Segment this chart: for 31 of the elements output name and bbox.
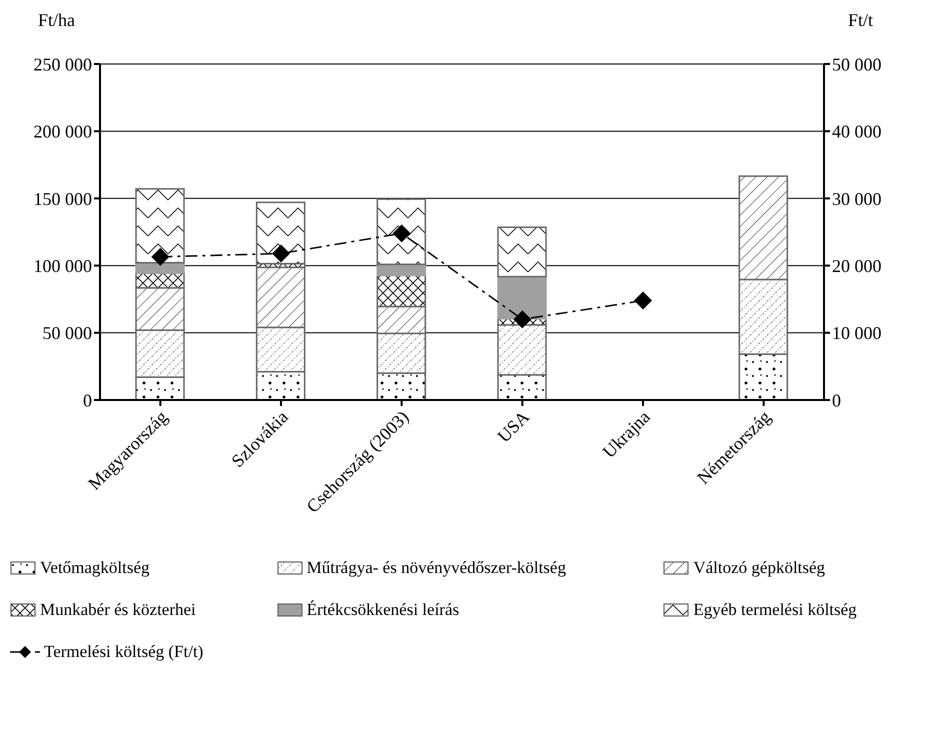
y2-tick-label: 40 000 — [832, 122, 882, 142]
y2-tick-label: 0 — [832, 390, 841, 410]
y2-tick-label: 30 000 — [832, 188, 882, 209]
y2-tick-label: 50 000 — [832, 54, 882, 74]
y2-tick-label: 20 000 — [832, 256, 882, 276]
bar — [376, 198, 426, 266]
y-tick-label: 100 000 — [34, 256, 92, 276]
legend-label: Vetőmagköltség — [40, 558, 150, 578]
y2-tick-label: 10 000 — [832, 323, 882, 344]
legend-label: Termelési költség (Ft/t) — [44, 642, 204, 662]
legend-label: Műtrágya- és növényvédőszer-költség — [306, 558, 566, 578]
y-tick-label: 50 000 — [42, 323, 92, 344]
legend-label: Változó gépköltség — [693, 558, 826, 578]
bar — [497, 276, 547, 320]
point — [634, 292, 652, 310]
bar — [256, 202, 306, 264]
bar — [135, 188, 185, 264]
x-tick-label: USA — [494, 406, 534, 446]
y-tick-label: 200 000 — [34, 122, 92, 142]
y2-axis-title: Ft/t — [848, 10, 874, 31]
y-tick-label: 150 000 — [34, 188, 92, 209]
bar — [497, 226, 547, 278]
y-tick-label: 0 — [83, 390, 92, 410]
point — [272, 244, 290, 263]
point — [151, 248, 170, 266]
legend-label: Értékcsökkenési leírás — [306, 600, 460, 620]
y-tick-label: 250 000 — [34, 54, 92, 74]
legend-label: Munkabér és közterhei — [40, 600, 196, 620]
legend-label: Egyéb termelési költség — [693, 600, 857, 620]
y-axis-title: Ft/ha — [38, 10, 76, 31]
point — [513, 310, 532, 328]
